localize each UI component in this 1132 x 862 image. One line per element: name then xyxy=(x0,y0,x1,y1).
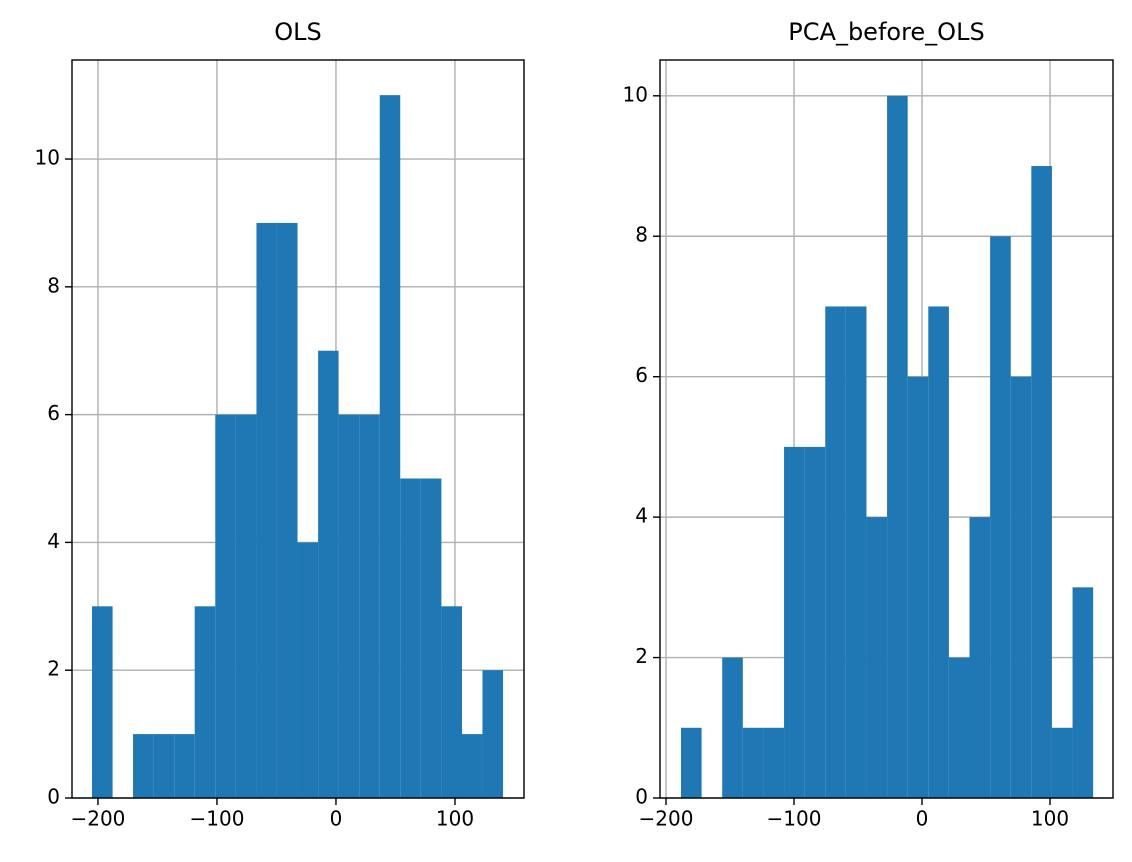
axes: −200 −100 0 100 0 2 4 6 8 10 OLS xyxy=(35,18,525,831)
y-tick-label: 6 xyxy=(635,363,648,387)
x-tick-label: 100 xyxy=(1031,807,1069,831)
histogram-bar xyxy=(318,350,339,798)
histogram-bar xyxy=(359,414,380,798)
axes-frame xyxy=(71,59,525,799)
histogram-bar xyxy=(845,306,867,798)
histogram-bar xyxy=(866,517,888,798)
histogram-bar xyxy=(420,478,442,798)
histogram-bar xyxy=(441,606,462,798)
histogram-bar xyxy=(235,414,257,798)
histogram-bar xyxy=(928,306,949,798)
histogram-bar xyxy=(1031,166,1052,798)
x-tick-label: −100 xyxy=(189,807,244,831)
histogram-bar xyxy=(297,542,319,798)
histogram-bar xyxy=(194,606,216,798)
histogram-bar xyxy=(784,446,805,798)
y-tick-label: 10 xyxy=(623,82,648,106)
histogram-bar xyxy=(1010,376,1032,798)
histogram-bar xyxy=(969,517,991,798)
histogram-bar xyxy=(91,606,113,798)
subplot: −200 −100 0 100 0 2 4 6 8 10 PCA_before_OLS xyxy=(623,18,1114,831)
histogram-bar xyxy=(461,734,483,798)
histogram-bar xyxy=(887,95,908,799)
histogram-bar xyxy=(722,657,743,798)
histogram-bar xyxy=(948,657,970,798)
histogram-bar xyxy=(133,734,154,798)
histogram-bar xyxy=(680,727,702,798)
x-tick-label: −200 xyxy=(639,807,694,831)
histogram-bar xyxy=(215,414,236,798)
axes: −200 −100 0 100 0 2 4 6 8 10 PCA_before_OLS xyxy=(623,18,1114,831)
histogram-bar xyxy=(804,446,826,798)
y-tick-label: 8 xyxy=(47,273,60,297)
x-tick-label: 100 xyxy=(436,807,474,831)
histogram-bar xyxy=(174,734,195,798)
y-tick-label: 0 xyxy=(635,785,648,809)
subplot: −200 −100 0 100 0 2 4 6 8 10 OLS xyxy=(35,18,525,831)
bars xyxy=(680,95,1094,799)
y-tick-label: 4 xyxy=(47,529,60,553)
y-tick-label: 2 xyxy=(47,657,60,681)
histogram-bar xyxy=(990,236,1011,799)
subplot-title: OLS xyxy=(274,18,322,46)
y-tick-label: 4 xyxy=(635,504,648,528)
histogram-bar xyxy=(763,727,785,798)
histogram-bar xyxy=(276,222,298,798)
y-tick-label: 0 xyxy=(47,785,60,809)
histogram-bar xyxy=(153,734,175,798)
y-tick-label: 6 xyxy=(47,401,60,425)
x-tick-label: −200 xyxy=(70,807,125,831)
subplot-title: PCA_before_OLS xyxy=(788,18,984,46)
histogram-bar xyxy=(256,222,277,798)
histogram-bar xyxy=(379,95,401,798)
bars xyxy=(91,95,504,798)
histogram-bar xyxy=(482,670,504,798)
histogram-bar xyxy=(1051,727,1073,798)
y-tick-label: 8 xyxy=(635,223,648,247)
x-tick-label: −100 xyxy=(767,807,822,831)
histogram-bar xyxy=(907,376,929,798)
x-tick-label: 0 xyxy=(916,807,929,831)
axes-frame xyxy=(659,59,1114,799)
y-tick-label: 2 xyxy=(635,644,648,668)
histogram-bar xyxy=(400,478,421,798)
histogram-bar xyxy=(338,414,360,798)
histogram-bar xyxy=(1072,587,1094,798)
x-tick-label: 0 xyxy=(330,807,343,831)
y-tick-label: 10 xyxy=(35,146,60,170)
histogram-bar xyxy=(825,306,846,798)
histogram-bar xyxy=(742,727,764,798)
